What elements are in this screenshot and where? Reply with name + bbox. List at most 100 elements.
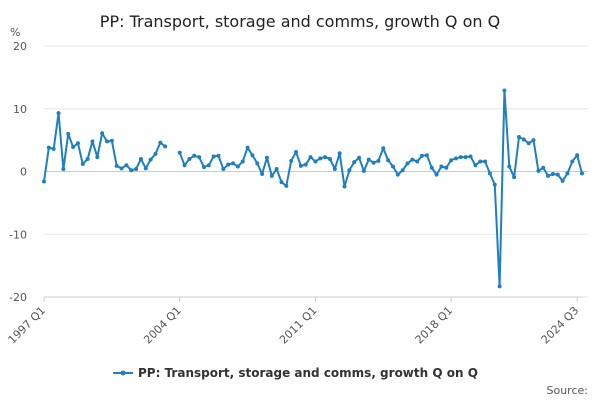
data-point[interactable] — [453, 156, 458, 161]
data-point[interactable] — [274, 166, 279, 171]
data-point[interactable] — [444, 165, 449, 170]
data-point[interactable] — [536, 168, 541, 173]
data-point[interactable] — [512, 175, 517, 180]
data-point[interactable] — [298, 163, 303, 168]
data-point[interactable] — [390, 164, 395, 169]
data-point[interactable] — [424, 153, 429, 158]
data-point[interactable] — [201, 165, 206, 170]
data-point[interactable] — [260, 172, 265, 177]
data-point[interactable] — [129, 168, 134, 173]
data-point[interactable] — [458, 155, 463, 160]
data-point[interactable] — [75, 141, 80, 146]
data-point[interactable] — [318, 156, 323, 161]
data-point[interactable] — [468, 154, 473, 159]
data-point[interactable] — [284, 183, 289, 188]
data-point[interactable] — [143, 166, 148, 171]
data-point[interactable] — [148, 157, 153, 162]
data-point[interactable] — [308, 155, 313, 160]
data-point[interactable] — [371, 160, 376, 165]
data-point[interactable] — [492, 182, 497, 187]
data-point[interactable] — [546, 173, 551, 178]
data-point[interactable] — [420, 153, 425, 158]
data-point[interactable] — [478, 159, 483, 164]
data-point[interactable] — [211, 154, 216, 159]
data-point[interactable] — [66, 131, 71, 136]
data-point[interactable] — [279, 180, 284, 185]
data-point[interactable] — [487, 171, 492, 176]
data-point[interactable] — [197, 155, 202, 160]
data-point[interactable] — [240, 159, 245, 164]
data-point[interactable] — [221, 166, 226, 171]
data-point[interactable] — [541, 165, 546, 170]
data-point[interactable] — [42, 179, 46, 184]
data-point[interactable] — [395, 172, 400, 177]
data-point[interactable] — [255, 161, 260, 166]
data-point[interactable] — [250, 153, 255, 158]
data-point[interactable] — [342, 184, 347, 189]
data-point[interactable] — [289, 158, 294, 163]
data-point[interactable] — [226, 162, 231, 167]
data-point[interactable] — [449, 158, 454, 163]
data-point[interactable] — [313, 159, 318, 164]
data-point[interactable] — [71, 145, 76, 150]
data-point[interactable] — [429, 165, 434, 170]
data-point[interactable] — [105, 139, 110, 144]
data-point[interactable] — [192, 153, 197, 158]
data-point[interactable] — [85, 156, 90, 161]
data-point[interactable] — [109, 138, 114, 143]
data-point[interactable] — [521, 137, 526, 142]
data-point[interactable] — [439, 164, 444, 169]
data-point[interactable] — [434, 172, 439, 177]
data-point[interactable] — [516, 134, 521, 139]
data-point[interactable] — [565, 171, 570, 176]
data-point[interactable] — [502, 88, 507, 93]
data-point[interactable] — [357, 155, 362, 160]
data-point[interactable] — [366, 157, 371, 162]
data-point[interactable] — [216, 153, 221, 158]
data-point[interactable] — [206, 163, 211, 168]
data-point[interactable] — [80, 161, 85, 166]
data-point[interactable] — [352, 160, 357, 165]
data-point[interactable] — [526, 141, 531, 146]
data-point[interactable] — [463, 155, 468, 160]
data-point[interactable] — [46, 145, 51, 150]
data-point[interactable] — [95, 155, 100, 160]
data-point[interactable] — [134, 166, 139, 171]
data-point[interactable] — [497, 284, 502, 289]
data-point[interactable] — [415, 159, 420, 164]
data-point[interactable] — [347, 168, 352, 173]
data-point[interactable] — [231, 161, 236, 166]
data-point[interactable] — [400, 168, 405, 173]
data-point[interactable] — [303, 162, 308, 167]
data-point[interactable] — [158, 140, 163, 145]
data-point[interactable] — [555, 172, 560, 177]
data-point[interactable] — [405, 161, 410, 166]
data-point[interactable] — [245, 145, 250, 150]
data-point[interactable] — [51, 146, 56, 151]
data-point[interactable] — [473, 163, 478, 168]
data-point[interactable] — [187, 156, 192, 161]
data-point[interactable] — [507, 164, 512, 169]
data-point[interactable] — [138, 156, 143, 161]
data-point[interactable] — [570, 159, 575, 164]
data-point[interactable] — [182, 163, 187, 168]
data-point[interactable] — [327, 156, 332, 161]
data-point[interactable] — [575, 153, 580, 158]
data-point[interactable] — [531, 138, 536, 143]
data-point[interactable] — [153, 151, 158, 156]
data-point[interactable] — [114, 163, 119, 168]
data-point[interactable] — [332, 166, 337, 171]
data-point[interactable] — [580, 171, 584, 176]
legend[interactable]: PP: Transport, storage and comms, growth… — [113, 366, 478, 380]
data-point[interactable] — [61, 166, 66, 171]
data-point[interactable] — [119, 166, 124, 171]
data-point[interactable] — [100, 131, 105, 136]
data-point[interactable] — [294, 150, 299, 155]
data-point[interactable] — [124, 163, 129, 168]
data-point[interactable] — [386, 158, 391, 163]
data-point[interactable] — [560, 178, 565, 183]
data-point[interactable] — [550, 172, 555, 177]
data-point[interactable] — [410, 157, 415, 162]
data-point[interactable] — [381, 146, 386, 151]
source-credit[interactable]: Source: — [547, 384, 589, 397]
